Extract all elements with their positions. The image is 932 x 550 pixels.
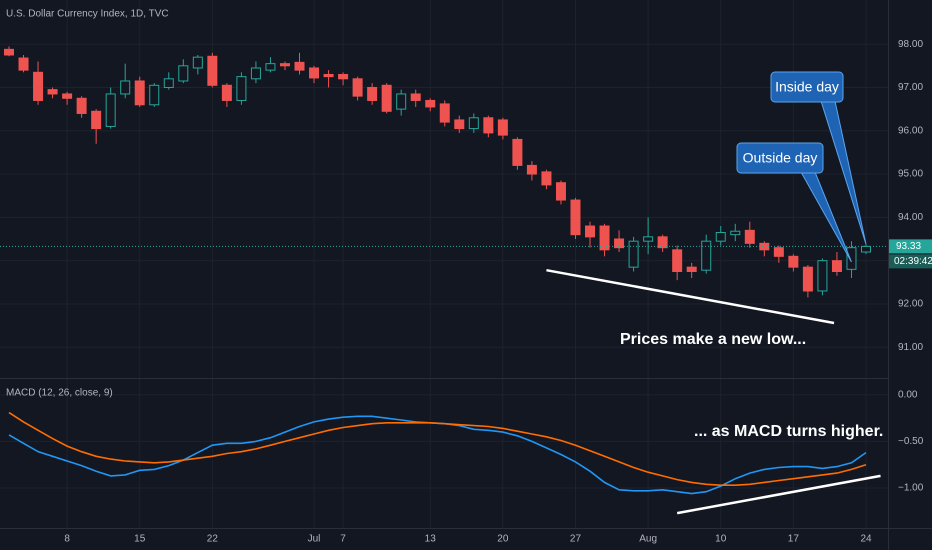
candle-body: [352, 78, 363, 97]
candle-body: [599, 225, 610, 251]
candle-body: [614, 238, 625, 249]
candle-body: [105, 93, 116, 127]
x-tick-label: 10: [715, 534, 727, 545]
x-tick-label: 13: [425, 534, 437, 545]
candle-body: [294, 61, 305, 71]
y-tick-label: −0.50: [898, 436, 924, 447]
candle-body: [236, 76, 247, 101]
candle-body: [759, 242, 770, 251]
callout-label: Outside day: [743, 150, 818, 166]
countdown-box: [889, 254, 932, 269]
candle-body: [773, 247, 784, 257]
candle-body: [425, 99, 436, 108]
candle-body: [846, 247, 857, 270]
candle-body: [831, 260, 842, 272]
candle-body: [483, 117, 494, 134]
candle-body: [686, 266, 697, 272]
callout-box: [736, 142, 824, 174]
candle-body: [120, 80, 131, 95]
y-tick-label: 94.00: [898, 212, 923, 223]
candle-body: [468, 117, 479, 130]
x-tick-label: 7: [340, 534, 346, 545]
candle-body: [555, 182, 566, 201]
candle-body: [381, 84, 392, 112]
y-tick-label: 95.00: [898, 169, 923, 180]
x-tick-label: 20: [497, 534, 509, 545]
y-tick-label: 92.00: [898, 299, 923, 310]
candle-body: [62, 93, 73, 99]
x-tick-label: 22: [207, 534, 219, 545]
candle-body: [439, 103, 450, 123]
y-tick-label: −1.00: [898, 483, 924, 494]
x-tick-label: Jul: [308, 534, 321, 545]
y-tick-label: 98.00: [898, 39, 923, 50]
main-legend: U.S. Dollar Currency Index, 1D, TVC: [6, 9, 169, 20]
candle-body: [323, 73, 334, 78]
candle-body: [715, 232, 726, 242]
candle-body: [730, 230, 741, 236]
candle-body: [207, 55, 218, 86]
candle-body: [454, 119, 465, 130]
candle-body: [802, 266, 813, 292]
candle-body: [628, 240, 639, 268]
callout-box: [770, 71, 844, 103]
candle-body: [76, 97, 87, 114]
candle-body: [861, 245, 871, 253]
candle-body: [192, 56, 203, 69]
candle-body: [309, 67, 320, 79]
callout-label: Inside day: [775, 79, 839, 95]
macd-legend: MACD (12, 26, close, 9): [6, 388, 113, 399]
x-tick-label: 24: [860, 534, 872, 545]
x-tick-label: Aug: [639, 534, 657, 545]
y-tick-label: 97.00: [898, 82, 923, 93]
candle-body: [657, 236, 668, 249]
candle-body: [338, 73, 349, 80]
candle-body: [788, 255, 799, 268]
y-tick-label: 0.00: [898, 390, 918, 401]
annotation: Prices make a new low...: [620, 331, 806, 348]
x-tick-label: 27: [570, 534, 582, 545]
last-price-box: [889, 239, 932, 254]
macd-line: [8, 411, 867, 486]
candle-body: [279, 63, 290, 67]
candle-body: [4, 48, 14, 56]
candle-body: [541, 171, 552, 186]
candle-body: [221, 84, 232, 101]
last-price-label: 93.33: [896, 241, 921, 252]
candle-body: [163, 78, 174, 88]
x-tick-label: 17: [788, 534, 800, 545]
candle-body: [149, 84, 160, 106]
candle-body: [250, 67, 261, 80]
candle-body: [585, 225, 596, 238]
candle-body: [18, 57, 29, 71]
candle-body: [91, 110, 102, 130]
candle-body: [396, 93, 407, 110]
trend-line: [546, 268, 835, 325]
countdown-label: 02:39:42: [894, 256, 932, 267]
candle-body: [33, 71, 44, 101]
candle-body: [672, 249, 683, 272]
candle-body: [570, 199, 581, 236]
candle-body: [410, 93, 421, 101]
candle-body: [497, 119, 508, 136]
candle-body: [178, 65, 189, 82]
candle-body: [643, 236, 654, 242]
candle-body: [47, 89, 58, 95]
candle-body: [744, 229, 755, 244]
candle-body: [265, 63, 276, 71]
x-tick-label: 8: [64, 534, 70, 545]
y-tick-label: 91.00: [898, 342, 923, 353]
candle-body: [134, 80, 145, 106]
x-tick-label: 15: [134, 534, 146, 545]
candle-body: [526, 164, 537, 175]
annotation: ... as MACD turns higher.: [694, 423, 883, 440]
candle-body: [817, 260, 828, 292]
y-tick-label: 96.00: [898, 125, 923, 136]
candle-body: [367, 86, 378, 101]
trend-line: [676, 474, 881, 515]
candle-body: [701, 240, 712, 271]
candle-body: [512, 138, 523, 166]
